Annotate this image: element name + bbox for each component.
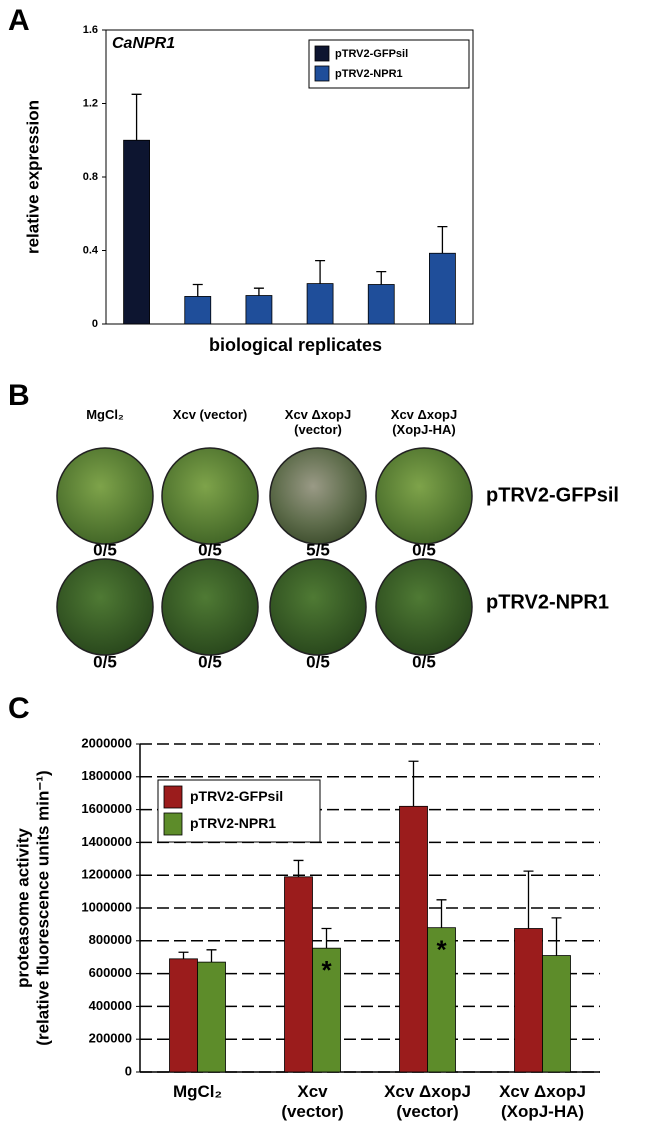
annotation: *	[321, 955, 332, 985]
error-bar	[408, 760, 419, 807]
y-tick-label: 1200000	[81, 867, 132, 882]
legend-swatch	[314, 45, 330, 62]
y-tick-label: 0.4	[83, 244, 99, 256]
plot-frame	[105, 29, 474, 325]
error-bar	[131, 93, 142, 141]
bar	[312, 947, 341, 1073]
error-bar	[376, 270, 387, 285]
error-bar	[436, 899, 447, 928]
bar	[197, 961, 226, 1073]
x-tick-label: Xcv ΔxopJ (vector)	[384, 1082, 471, 1121]
y-tick-label: 800000	[89, 932, 132, 947]
y-tick-label: 1000000	[81, 899, 132, 914]
error-bar	[551, 917, 562, 956]
column-label: Xcv ΔxopJ (vector)	[284, 407, 352, 437]
score: 0/5	[198, 540, 222, 559]
legend-swatch	[163, 785, 183, 809]
leaf-image	[375, 447, 473, 545]
y-axis-label: relative expression	[23, 100, 42, 254]
legend-label: pTRV2-GFPsil	[190, 788, 283, 804]
y-tick-label: 1400000	[81, 834, 132, 849]
error-bar	[293, 859, 304, 877]
bar	[123, 139, 150, 325]
panel-label: A	[8, 4, 30, 37]
leaf-image	[269, 447, 367, 545]
column-label: Xcv (vector)	[172, 407, 248, 422]
y-tick-label: 400000	[89, 998, 132, 1013]
bar	[429, 252, 456, 325]
y-tick-label: 200000	[89, 1031, 132, 1046]
y-tick-label: 0.8	[83, 171, 98, 183]
error-bar	[437, 225, 448, 254]
score: 0/5	[412, 652, 436, 671]
leaf-image	[161, 558, 259, 656]
legend-box	[157, 779, 321, 843]
x-tick-label: MgCl₂	[172, 1082, 223, 1101]
bar	[184, 296, 212, 325]
y-tick-label: 1600000	[81, 801, 132, 816]
x-tick-label: Xcv (vector)	[281, 1082, 344, 1121]
leaf-images	[56, 447, 473, 656]
legend-box	[308, 39, 470, 89]
y-tick-label: 1.6	[83, 24, 98, 36]
leaf-image	[269, 558, 367, 656]
leaf-image	[56, 558, 154, 656]
row-label: pTRV2-NPR1	[486, 591, 609, 613]
score: 0/5	[412, 540, 436, 559]
score: 0/5	[93, 652, 117, 671]
y-tick-label: 600000	[89, 965, 132, 980]
leaf-image	[161, 447, 259, 545]
score: 0/5	[198, 652, 222, 671]
bar	[427, 927, 456, 1073]
bar	[306, 283, 334, 325]
y-tick-label: 1800000	[81, 768, 132, 783]
error-bar	[192, 283, 203, 297]
error-bar	[321, 927, 332, 949]
y-tick-label: 2000000	[81, 735, 132, 750]
chart-title: CaNPR1	[112, 35, 175, 52]
error-bar	[253, 287, 264, 296]
error-bar	[178, 951, 189, 959]
bar	[245, 295, 273, 325]
panel-label: B	[8, 379, 30, 412]
row-label: pTRV2-GFPsil	[486, 484, 619, 506]
legend-swatch	[163, 812, 183, 836]
y-tick-label: 0	[125, 1063, 132, 1078]
leaf-image	[375, 558, 473, 656]
panel-label: C	[8, 692, 30, 725]
y-tick-label: 0	[92, 318, 98, 330]
leaf-image	[56, 447, 154, 545]
column-label: MgCl₂	[86, 407, 124, 422]
score: 0/5	[93, 540, 117, 559]
bar	[514, 928, 543, 1073]
bar	[367, 284, 395, 325]
score: 5/5	[306, 540, 330, 559]
y-axis-label: (relative fluorescence units min⁻¹)	[33, 770, 52, 1045]
x-axis-label: biological replicates	[209, 335, 382, 355]
y-axis-label: proteasome activity	[13, 828, 32, 988]
bar	[399, 805, 428, 1073]
error-bar	[315, 259, 326, 284]
error-bar	[206, 949, 217, 963]
score: 0/5	[306, 652, 330, 671]
bar	[284, 876, 313, 1073]
bar	[542, 955, 571, 1073]
legend-label: pTRV2-NPR1	[190, 815, 276, 831]
error-bar	[523, 870, 534, 929]
x-tick-label: Xcv ΔxopJ (XopJ-HA)	[499, 1082, 586, 1121]
legend-label: pTRV2-NPR1	[335, 68, 403, 80]
bar	[169, 958, 198, 1073]
legend-label: pTRV2-GFPsil	[335, 48, 408, 60]
column-label: Xcv ΔxopJ (XopJ-HA)	[390, 407, 458, 437]
y-tick-label: 1.2	[83, 97, 98, 109]
legend-swatch	[314, 65, 330, 82]
annotation: *	[436, 935, 447, 965]
